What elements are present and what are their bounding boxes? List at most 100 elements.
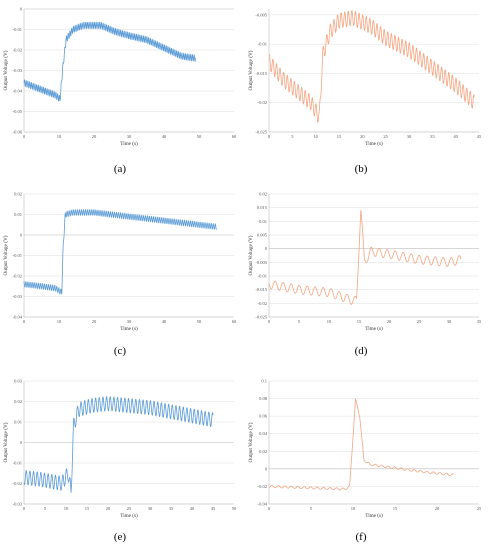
series-line-d bbox=[268, 210, 462, 305]
x-tick-label: 0 bbox=[268, 506, 271, 511]
x-tick-label: 25 bbox=[477, 506, 482, 511]
y-tick-label: 0.1 bbox=[261, 379, 267, 384]
y-tick-label: -0.01 bbox=[13, 253, 22, 258]
x-tick-label: 10 bbox=[64, 506, 69, 511]
x-axis-label: Time (s) bbox=[365, 140, 383, 147]
y-tick-label: 0.03 bbox=[14, 379, 23, 384]
y-tick-label: 0.06 bbox=[259, 414, 268, 419]
y-tick-label: -0.01 bbox=[13, 27, 22, 32]
y-tick-label: -0.025 bbox=[255, 130, 267, 135]
x-tick-label: 0 bbox=[23, 319, 26, 324]
series-line-e bbox=[23, 396, 214, 493]
y-tick-label: -0.015 bbox=[255, 71, 267, 76]
x-tick-label: 30 bbox=[127, 319, 132, 324]
x-tick-label: 30 bbox=[127, 134, 132, 139]
caption-a: (a) bbox=[113, 163, 127, 175]
x-tick-label: 15 bbox=[393, 506, 398, 511]
x-tick-label: 15 bbox=[357, 319, 362, 324]
y-tick-label: 0 bbox=[20, 440, 23, 445]
x-tick-label: 15 bbox=[337, 134, 342, 139]
y-tick-label: 0.04 bbox=[259, 431, 268, 436]
y-tick-label: -0.04 bbox=[13, 315, 23, 320]
x-tick-label: 25 bbox=[127, 506, 132, 511]
x-tick-label: 40 bbox=[162, 319, 167, 324]
x-tick-label: 30 bbox=[148, 506, 153, 511]
x-tick-label: 20 bbox=[92, 319, 97, 324]
x-tick-label: 0 bbox=[23, 506, 26, 511]
caption-e: (e) bbox=[113, 531, 127, 543]
x-tick-label: 10 bbox=[351, 506, 356, 511]
y-tick-label: -0.03 bbox=[13, 294, 23, 299]
x-tick-label: 40 bbox=[190, 506, 195, 511]
x-tick-label: 5 bbox=[310, 506, 313, 511]
y-axis-label: Output Voltage (V) bbox=[2, 235, 9, 275]
y-tick-label: 0.015 bbox=[257, 205, 268, 210]
x-tick-label: 10 bbox=[57, 134, 62, 139]
x-tick-label: 5 bbox=[298, 319, 301, 324]
x-tick-label: 60 bbox=[232, 134, 237, 139]
series-line-c bbox=[23, 209, 217, 295]
x-tick-label: 5 bbox=[44, 506, 47, 511]
y-tick-label: -0.02 bbox=[13, 48, 22, 53]
x-tick-label: 20 bbox=[360, 134, 365, 139]
x-axis-label: Time (s) bbox=[365, 325, 383, 332]
x-tick-label: 10 bbox=[57, 319, 62, 324]
y-tick-label: -0.005 bbox=[255, 12, 267, 17]
chart-e: 0.030.020.010-0.01-0.02-0.030 5 10 15 20 25 30… bbox=[2, 379, 237, 520]
x-axis-label: Time (s) bbox=[120, 325, 138, 332]
x-tick-label: 60 bbox=[232, 319, 237, 324]
x-tick-label: 15 bbox=[85, 506, 90, 511]
y-tick-label: 0.02 bbox=[259, 449, 267, 454]
y-axis-label: Output Voltage (V) bbox=[247, 50, 254, 90]
x-tick-label: 0 bbox=[23, 134, 26, 139]
series-line-b bbox=[268, 10, 475, 123]
x-axis-label: Time (s) bbox=[365, 512, 383, 519]
y-tick-label: 0.02 bbox=[259, 192, 267, 197]
y-tick-label: -0.03 bbox=[13, 68, 23, 73]
x-tick-label: 20 bbox=[387, 319, 392, 324]
x-axis-label: Time (s) bbox=[120, 512, 138, 519]
caption-c: (c) bbox=[113, 345, 127, 357]
chart-f: 0.10.080.060.040.020-0.02-0.040 5 10 15 20 25… bbox=[247, 379, 482, 520]
x-tick-label: 0 bbox=[268, 319, 271, 324]
y-tick-label: -0.04 bbox=[13, 89, 23, 94]
y-tick-label: 0.005 bbox=[257, 233, 268, 238]
x-tick-label: 35 bbox=[430, 134, 435, 139]
y-tick-label: -0.03 bbox=[13, 502, 23, 507]
series-line-a bbox=[23, 21, 196, 102]
y-tick-label: 0.01 bbox=[14, 420, 22, 425]
x-tick-label: 35 bbox=[169, 506, 174, 511]
x-tick-label: 45 bbox=[211, 506, 216, 511]
caption-b: (b) bbox=[354, 163, 368, 175]
y-tick-label: -0.025 bbox=[255, 315, 267, 320]
y-tick-label: 0.01 bbox=[259, 219, 267, 224]
x-tick-label: 50 bbox=[197, 134, 202, 139]
x-tick-label: 30 bbox=[447, 319, 452, 324]
y-tick-label: -0.05 bbox=[13, 109, 23, 114]
x-tick-label: 20 bbox=[92, 134, 97, 139]
caption-f: (f) bbox=[355, 531, 367, 543]
y-tick-label: 0.08 bbox=[259, 396, 268, 401]
x-tick-label: 40 bbox=[162, 134, 167, 139]
y-tick-label: -0.02 bbox=[13, 274, 22, 279]
x-tick-label: 0 bbox=[268, 134, 271, 139]
x-tick-label: 50 bbox=[197, 319, 202, 324]
y-tick-label: 0.01 bbox=[14, 212, 22, 217]
chart-d: 0.02 0.015 0.01 0.005 0 -0.005 -0.01 -0.015 -0.0… bbox=[247, 192, 482, 333]
x-tick-label: 10 bbox=[313, 134, 318, 139]
y-tick-label: -0.02 bbox=[13, 481, 22, 486]
y-tick-label: 0 bbox=[265, 466, 268, 471]
x-tick-label: 40 bbox=[453, 134, 458, 139]
x-tick-label: 30 bbox=[407, 134, 412, 139]
y-tick-label: -0.01 bbox=[258, 274, 267, 279]
x-axis-label: Time (s) bbox=[120, 140, 138, 147]
y-tick-label: 0.02 bbox=[14, 192, 22, 197]
y-tick-label: 0 bbox=[20, 7, 23, 12]
y-tick-label: -0.02 bbox=[258, 100, 267, 105]
x-tick-label: 5 bbox=[291, 134, 294, 139]
y-axis-label: Output Voltage (V) bbox=[2, 50, 9, 90]
x-tick-label: 25 bbox=[417, 319, 422, 324]
y-tick-label: 0 bbox=[265, 246, 268, 251]
y-tick-label: -0.015 bbox=[255, 287, 267, 292]
y-axis-label: Output Voltage (V) bbox=[247, 235, 254, 275]
